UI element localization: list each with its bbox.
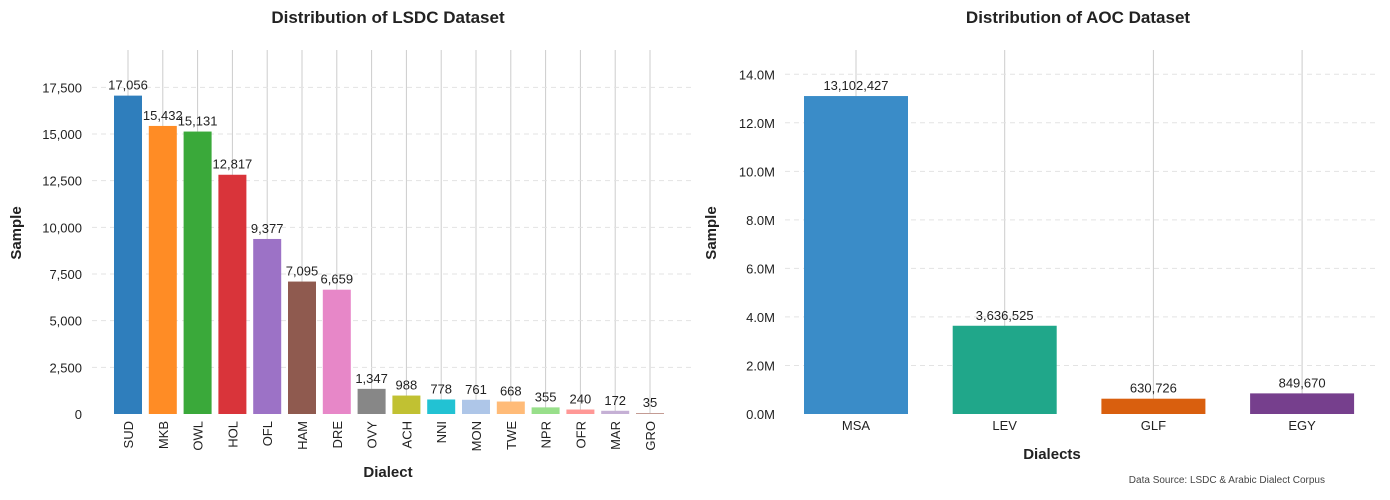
y-tick-label: 14.0M xyxy=(739,67,775,82)
bar-twe xyxy=(496,401,525,414)
y-tick-label: 7,500 xyxy=(49,267,82,282)
x-tick-label: MON xyxy=(469,421,484,451)
y-tick-label: 8.0M xyxy=(746,213,775,228)
y-tick-label: 10.0M xyxy=(739,164,775,179)
data-label: 172 xyxy=(604,393,626,408)
y-axis-label: Sample xyxy=(703,206,720,259)
x-tick-label: HAM xyxy=(295,421,310,450)
y-tick-label: 0.0M xyxy=(746,407,775,422)
bar-egy xyxy=(1250,393,1355,414)
x-tick-label: OFR xyxy=(573,421,588,448)
bar-mon xyxy=(462,399,490,414)
x-tick-label: ACH xyxy=(399,421,414,448)
bar-nni xyxy=(427,399,456,414)
chart-title: Distribution of LSDC Dataset xyxy=(271,8,505,27)
y-tick-label: 2.0M xyxy=(746,358,775,373)
bar-hol xyxy=(218,174,247,414)
y-tick-label: 4.0M xyxy=(746,310,775,325)
bar-glf xyxy=(1101,398,1206,414)
bar-owl xyxy=(183,131,212,414)
data-label: 849,670 xyxy=(1279,375,1326,390)
bar-mar xyxy=(601,410,630,414)
bar-ach xyxy=(392,395,421,414)
x-tick-label: NPR xyxy=(539,421,554,448)
x-tick-label: GRO xyxy=(643,421,658,451)
bar-sud xyxy=(114,95,142,414)
data-source-note: Data Source: LSDC & Arabic Dialect Corpu… xyxy=(1129,475,1325,486)
y-tick-label: 2,500 xyxy=(49,360,82,375)
bar-mkb xyxy=(148,125,177,414)
bar-ofr xyxy=(566,409,595,414)
x-tick-label: OWL xyxy=(191,421,206,451)
data-label: 13,102,427 xyxy=(823,78,888,93)
data-label: 668 xyxy=(500,384,522,399)
data-label: 12,817 xyxy=(213,157,253,172)
data-label: 9,377 xyxy=(251,221,284,236)
x-tick-label: HOL xyxy=(225,421,240,448)
data-label: 988 xyxy=(396,378,418,393)
y-tick-label: 12.0M xyxy=(739,116,775,131)
y-tick-label: 15,000 xyxy=(42,127,82,142)
bar-msa xyxy=(804,96,908,415)
x-axis-label: Dialect xyxy=(363,464,412,481)
x-tick-label: GLF xyxy=(1141,418,1166,433)
x-tick-label: MKB xyxy=(156,421,171,449)
aoc-chart-panel: 0.0M 2.0M 4.0M 6.0M 8.0M 10.0M 12.0M 14.0M 13,10… xyxy=(703,8,1375,463)
x-tick-label: LEV xyxy=(992,418,1017,433)
x-tick-label: OFL xyxy=(260,421,275,446)
data-label: 630,726 xyxy=(1130,381,1177,396)
data-label: 778 xyxy=(430,381,452,396)
data-label: 761 xyxy=(465,382,487,397)
data-label: 17,056 xyxy=(108,78,148,93)
x-tick-label: EGY xyxy=(1288,418,1316,433)
data-label: 15,432 xyxy=(143,108,183,123)
data-label: 15,131 xyxy=(178,114,218,129)
chart-title: Distribution of AOC Dataset xyxy=(966,8,1190,27)
lsdc-chart-panel: 0 2,500 5,000 7,500 10,000 12,500 15,000 17,500… xyxy=(8,8,692,481)
bar-ham xyxy=(288,281,316,414)
x-tick-label: MAR xyxy=(608,421,623,450)
data-label: 3,636,525 xyxy=(976,308,1034,323)
x-axis-label: Dialects xyxy=(1023,446,1081,463)
x-tick-label: OVY xyxy=(365,421,380,449)
y-axis-label: Sample xyxy=(8,206,25,259)
y-tick-label: 10,000 xyxy=(42,220,82,235)
data-label: 6,659 xyxy=(321,272,354,287)
y-tick-label: 6.0M xyxy=(746,261,775,276)
data-label: 7,095 xyxy=(286,264,319,279)
data-label: 35 xyxy=(643,395,657,410)
bar-lev xyxy=(952,325,1057,414)
data-label: 240 xyxy=(570,392,592,407)
x-tick-label: NNI xyxy=(434,421,449,443)
y-tick-label: 12,500 xyxy=(42,174,82,189)
y-tick-label: 17,500 xyxy=(42,80,82,95)
x-tick-label: DRE xyxy=(330,421,345,449)
x-tick-label: MSA xyxy=(842,418,871,433)
data-label: 355 xyxy=(535,389,557,404)
y-tick-label: 0 xyxy=(75,407,82,422)
bar-ovy xyxy=(357,388,386,414)
bar-dre xyxy=(322,289,351,414)
bar-ofl xyxy=(253,238,282,414)
bar-npr xyxy=(531,407,560,414)
data-label: 1,347 xyxy=(355,371,388,386)
x-tick-label: SUD xyxy=(121,421,136,448)
y-tick-label: 5,000 xyxy=(49,314,82,329)
x-tick-label: TWE xyxy=(504,421,519,450)
bar-gro xyxy=(636,413,664,414)
